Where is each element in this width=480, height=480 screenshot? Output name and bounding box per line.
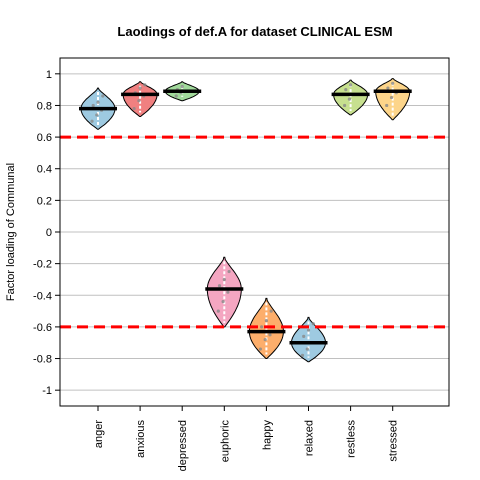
data-point [91, 103, 95, 108]
data-point [96, 100, 100, 104]
data-point [180, 84, 184, 89]
data-point [216, 309, 220, 313]
x-tick-label-restless: restless [346, 420, 358, 458]
y-axis: -1 -0.8 -0.6 -0.4 -0.2 0 0.2 0.4 0.6 0.8 1 [33, 69, 60, 397]
data-point [95, 113, 99, 117]
data-point [349, 83, 353, 87]
data-point [221, 300, 225, 304]
data-point [90, 119, 94, 123]
data-point [302, 334, 306, 338]
data-point [347, 97, 351, 101]
violin-restless [333, 79, 369, 116]
data-point [389, 95, 394, 100]
data-point [305, 347, 309, 351]
data-point [300, 353, 305, 357]
x-axis: anger anxious depressed euphoric happy relaxe… [93, 406, 400, 471]
data-point [174, 94, 178, 98]
y-tick-label: -0.4 [33, 290, 52, 302]
data-point [143, 83, 147, 87]
data-point [222, 277, 226, 282]
y-axis-label: Factor loading of Communal [5, 163, 17, 301]
data-point [391, 81, 395, 85]
x-tick-label-stressed: stressed [388, 420, 400, 462]
y-tick-label: -1 [42, 385, 52, 397]
data-point [344, 88, 348, 92]
data-point [311, 322, 315, 326]
y-tick-label: 0 [46, 227, 52, 239]
data-point [258, 347, 262, 351]
chart-title: Laodings of def.A for dataset CLINICAL E… [117, 24, 392, 39]
data-point [227, 269, 231, 274]
data-point [306, 328, 311, 332]
data-point [268, 333, 272, 337]
data-point [226, 290, 230, 294]
x-tick-label-anger: anger [93, 420, 105, 448]
data-point [269, 309, 273, 313]
data-point [137, 99, 141, 103]
data-point [264, 318, 268, 323]
violin-relaxed [290, 316, 327, 363]
data-point [263, 337, 267, 342]
threshold-lines [60, 135, 449, 329]
y-tick-label: 0.2 [37, 195, 52, 207]
y-tick-label: -0.6 [33, 322, 52, 334]
y-tick-label: 1 [46, 69, 52, 81]
x-tick-label-euphoric: euphoric [219, 420, 231, 463]
x-tick-label-happy: happy [261, 420, 273, 450]
x-tick-label-anxious: anxious [135, 420, 147, 458]
data-point [138, 86, 142, 90]
data-point [386, 86, 390, 90]
data-point [132, 107, 136, 111]
y-tick-label: 0.8 [37, 100, 52, 112]
x-tick-label-relaxed: relaxed [304, 420, 316, 456]
y-tick-label: 0.4 [37, 164, 52, 176]
violins [79, 78, 412, 363]
data-point [101, 94, 105, 98]
data-point [343, 103, 347, 108]
y-tick-label: 0.6 [37, 132, 52, 144]
data-point [385, 103, 389, 108]
y-tick-label: -0.8 [33, 354, 52, 366]
data-point [217, 284, 222, 288]
data-point [260, 325, 264, 329]
x-tick-label-depressed: depressed [177, 420, 189, 471]
y-tick-label: -0.2 [33, 259, 52, 271]
